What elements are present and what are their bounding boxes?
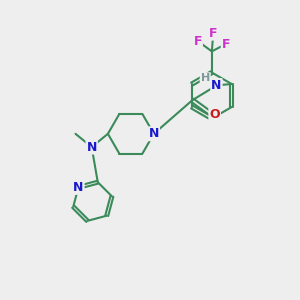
Text: N: N — [211, 79, 222, 92]
Text: F: F — [209, 27, 218, 40]
Text: N: N — [148, 127, 159, 140]
Text: F: F — [194, 34, 202, 48]
Text: F: F — [222, 38, 230, 50]
Text: N: N — [73, 181, 84, 194]
Text: N: N — [86, 141, 97, 154]
Text: H: H — [201, 73, 210, 83]
Text: O: O — [209, 109, 220, 122]
